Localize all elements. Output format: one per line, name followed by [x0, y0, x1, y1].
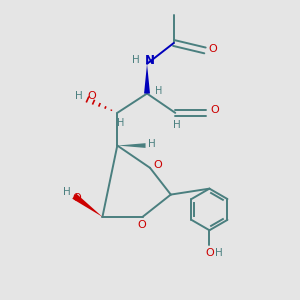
- Text: O: O: [210, 105, 219, 115]
- Text: H: H: [215, 248, 223, 258]
- Text: H: H: [132, 55, 140, 65]
- Text: N: N: [144, 54, 154, 67]
- Text: H: H: [173, 120, 181, 130]
- Text: H: H: [155, 85, 163, 96]
- Text: O: O: [88, 91, 96, 101]
- Text: O: O: [153, 160, 162, 170]
- Polygon shape: [144, 64, 150, 94]
- Polygon shape: [117, 143, 146, 148]
- Text: O: O: [138, 220, 146, 230]
- Text: H: H: [75, 91, 83, 101]
- Text: H: H: [117, 118, 124, 128]
- Polygon shape: [72, 194, 102, 217]
- Text: O: O: [73, 193, 82, 202]
- Text: H: H: [63, 187, 70, 196]
- Text: O: O: [208, 44, 217, 54]
- Text: H: H: [148, 139, 156, 149]
- Text: O: O: [205, 248, 214, 258]
